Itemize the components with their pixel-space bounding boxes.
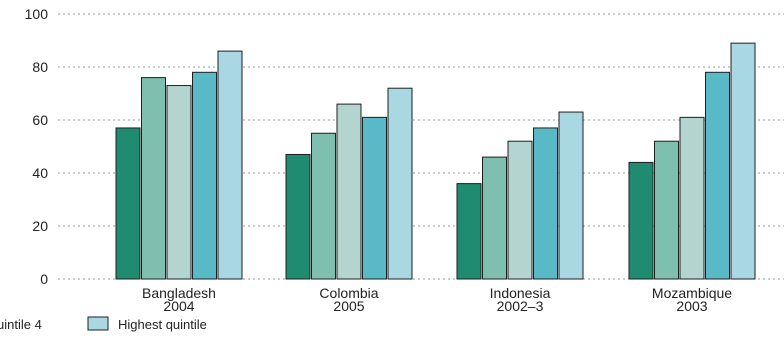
bar [456,183,482,280]
bar [558,111,584,280]
category-year-label: 2002–3 [497,298,544,314]
bar [507,140,533,280]
legend-label: Highest quintile [118,317,207,332]
bar [730,42,756,280]
y-tick-label: 0 [40,271,48,287]
y-tick-label: 40 [32,165,48,181]
bar [285,153,311,280]
bar [387,87,413,280]
bar [141,77,166,280]
category-label: Indonesia [490,285,551,301]
bar [217,50,243,280]
bar [628,161,654,280]
category-year-label: 2005 [333,298,364,314]
category-year-label: 2003 [676,298,707,314]
bar [166,85,192,280]
y-tick-label: 60 [32,112,48,128]
bar [311,132,336,280]
bar [679,116,705,280]
y-axis-ticks: 0 20 40 60 80 100 [25,6,49,287]
legend: uintile 4 Highest quintile [0,316,207,332]
y-tick-label: 80 [32,59,48,75]
bar [533,127,558,280]
bar [115,127,141,280]
bar [192,71,217,280]
bar [482,156,507,280]
y-tick-label: 100 [25,6,49,22]
y-tick-label: 20 [32,218,48,234]
bar [705,71,730,280]
category-label: Colombia [319,285,378,301]
bar [362,116,387,280]
category-year-label: 2004 [163,298,194,314]
bar [336,103,362,280]
category-label: Bangladesh [142,285,216,301]
legend-label: uintile 4 [0,317,42,332]
bar [654,140,679,280]
bars [115,42,756,280]
category-label: Mozambique [652,285,732,301]
legend-swatch [87,316,109,331]
